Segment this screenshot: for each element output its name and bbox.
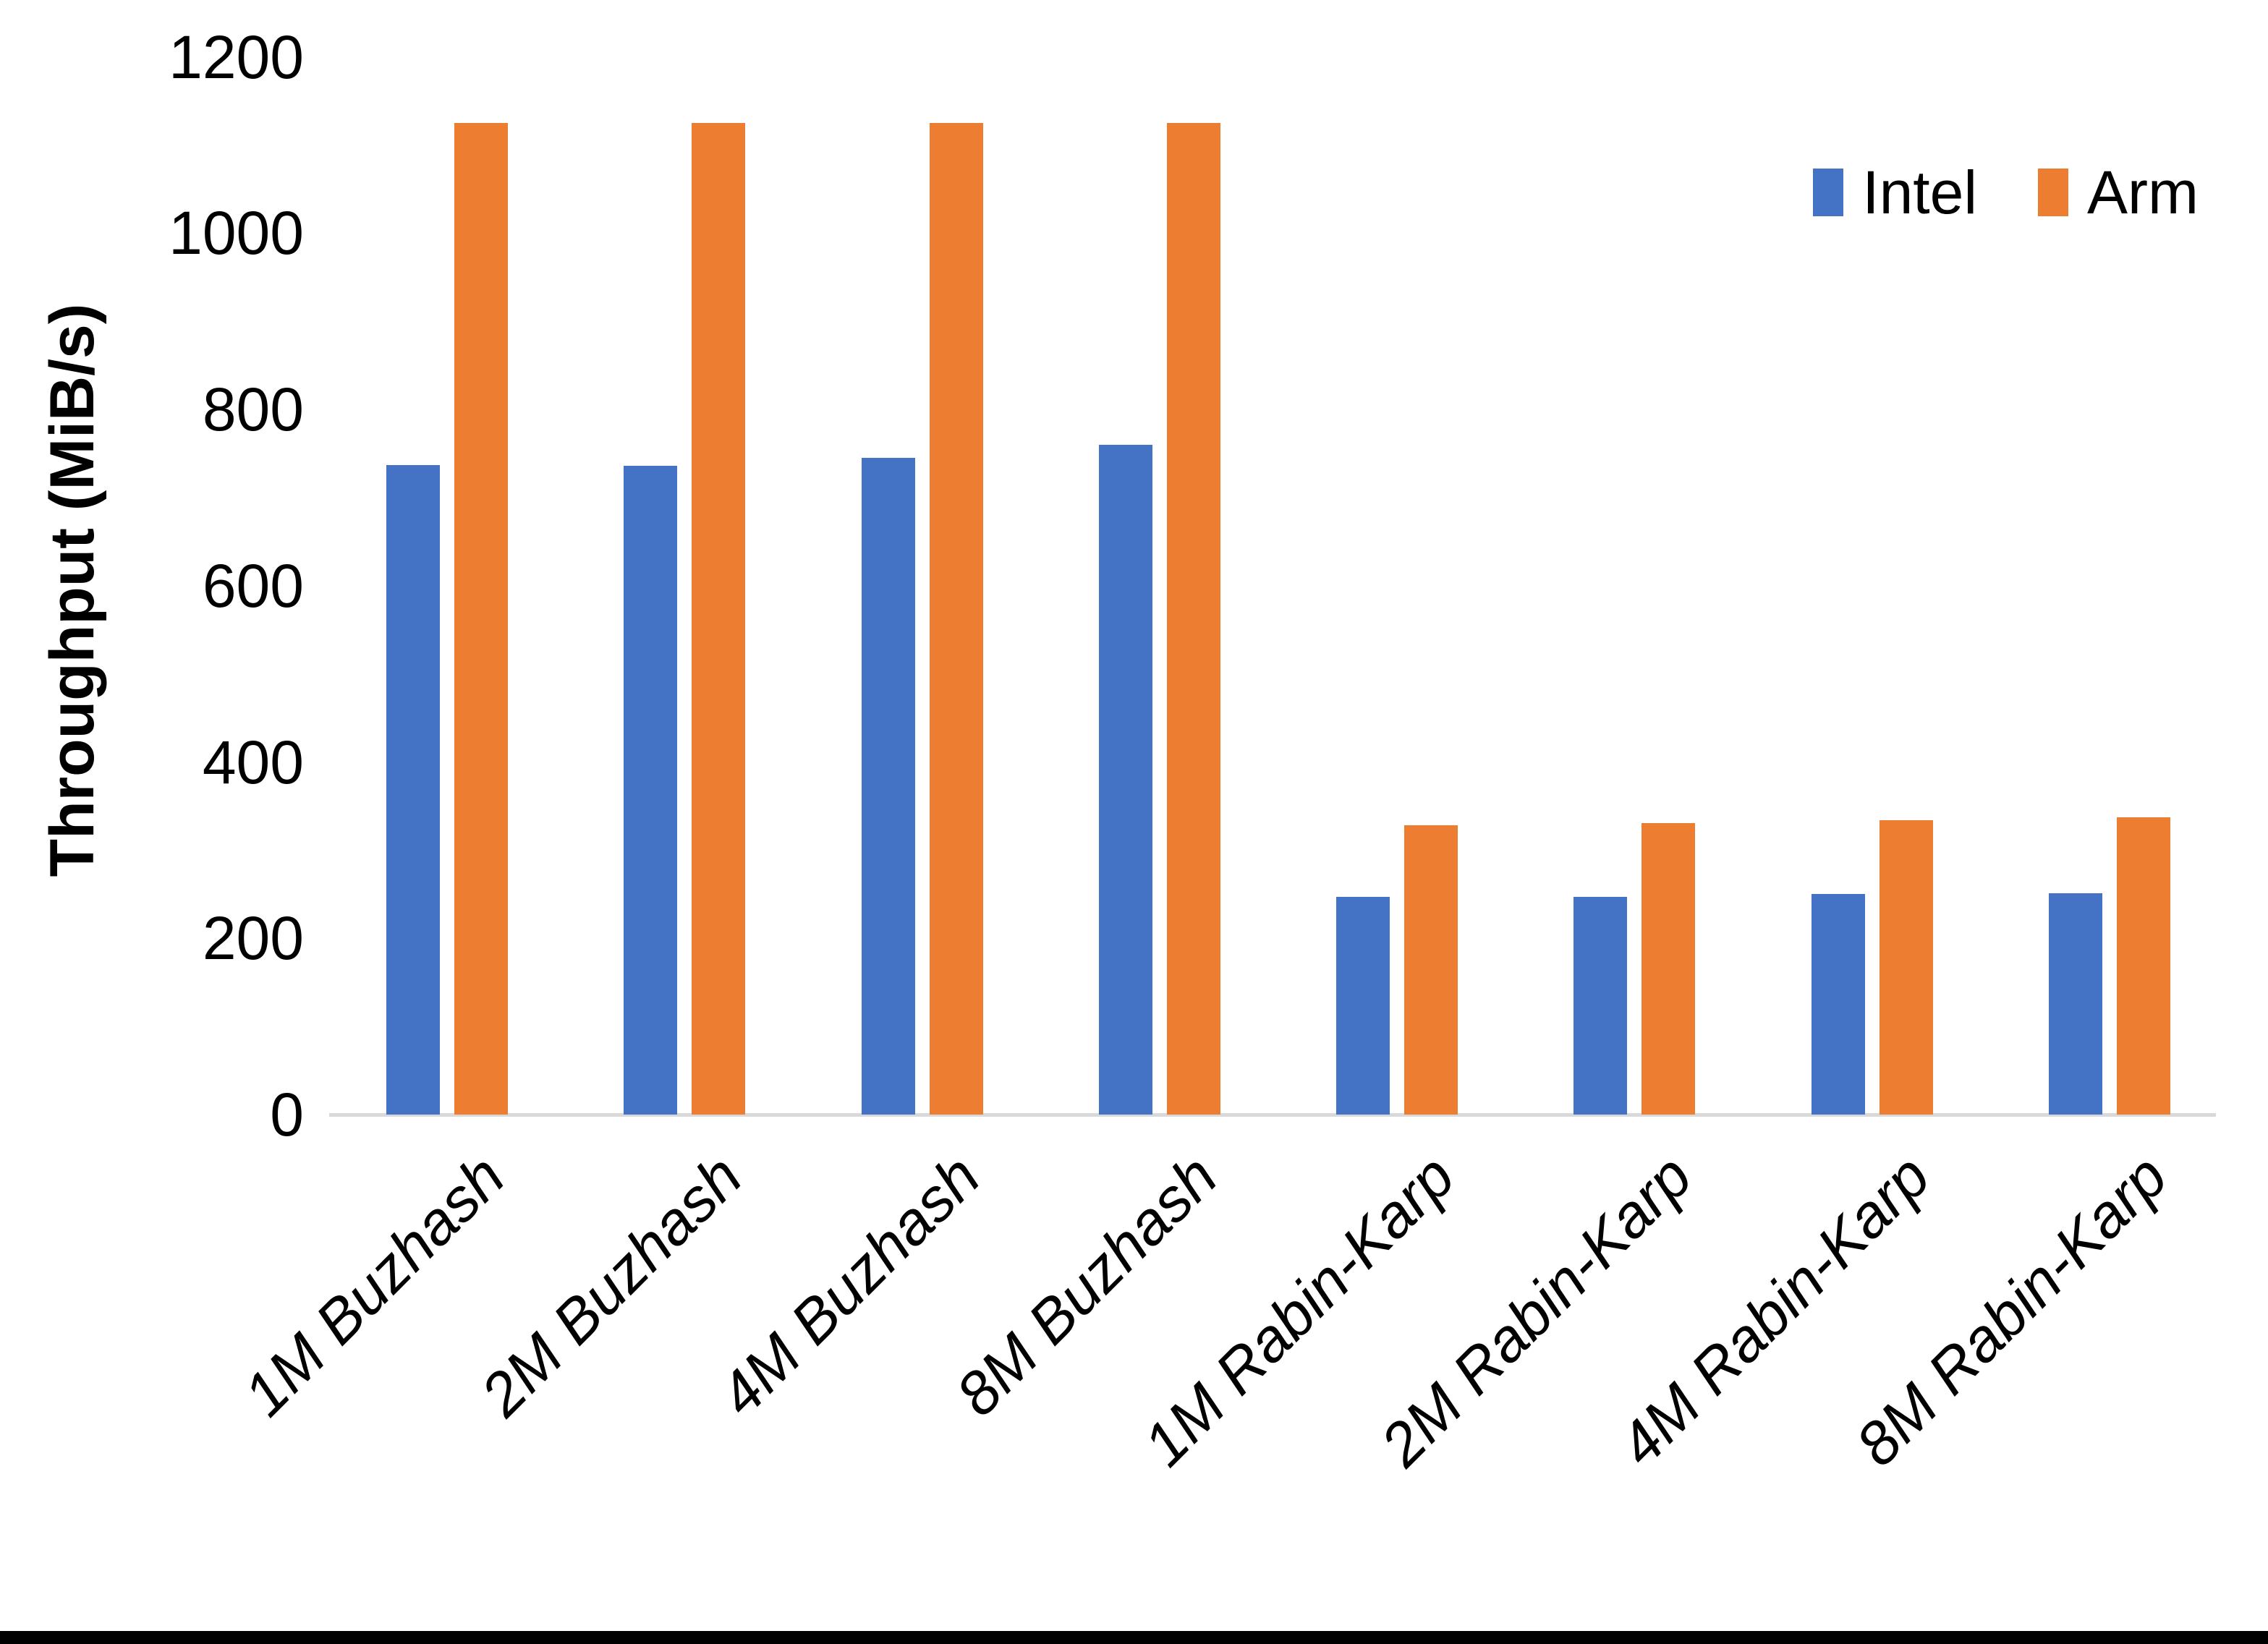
intel-bar [1811, 894, 1865, 1115]
x-axis-line [329, 1113, 2216, 1117]
arm-bar [929, 122, 983, 1115]
x-category-label: 2M Rabin-Karp [1367, 1141, 1705, 1479]
intel-bar [624, 466, 678, 1115]
legend-item-arm: Arm [2038, 158, 2199, 227]
y-tick-label: 0 [270, 1081, 304, 1149]
legend-item-intel: Intel [1813, 158, 1977, 227]
y-tick-label: 1200 [169, 22, 304, 91]
intel-bar [2048, 893, 2102, 1115]
arm-bar [1641, 822, 1696, 1115]
legend: Intel Arm [1813, 158, 2199, 227]
arm-bar [1166, 122, 1220, 1115]
page-bottom-border [0, 1631, 2268, 1644]
y-tick-label: 800 [202, 375, 304, 443]
x-category-label: 1M Buzhash [230, 1141, 518, 1429]
legend-label-arm: Arm [2087, 158, 2199, 226]
x-category-label: 2M Buzhash [467, 1141, 755, 1429]
intel-legend-swatch-icon [1813, 169, 1844, 216]
x-category-label: 4M Rabin-Karp [1605, 1141, 1942, 1479]
y-tick-label: 200 [202, 904, 304, 973]
x-category-label: 1M Rabin-Karp [1130, 1141, 1468, 1479]
y-tick-label: 1000 [169, 199, 304, 268]
arm-bar [692, 122, 746, 1115]
intel-bar [1573, 896, 1628, 1115]
intel-bar [1098, 444, 1152, 1115]
y-axis-title: Throughput (MiB/s) [38, 303, 107, 877]
intel-bar [1336, 896, 1390, 1115]
intel-bar [861, 458, 915, 1115]
arm-bar [1404, 825, 1458, 1115]
legend-label-intel: Intel [1862, 158, 1978, 226]
x-category-label: 8M Rabin-Karp [1842, 1141, 2180, 1479]
y-tick-label: 600 [202, 551, 304, 620]
arm-legend-swatch-icon [2038, 169, 2069, 216]
arm-bar [2116, 817, 2170, 1115]
y-tick-label: 400 [202, 728, 304, 796]
intel-bar [386, 464, 440, 1115]
arm-bar [1879, 819, 1933, 1115]
x-category-label: 8M Buzhash [943, 1141, 1230, 1429]
arm-bar [454, 122, 508, 1115]
x-category-label: 4M Buzhash [705, 1141, 993, 1429]
